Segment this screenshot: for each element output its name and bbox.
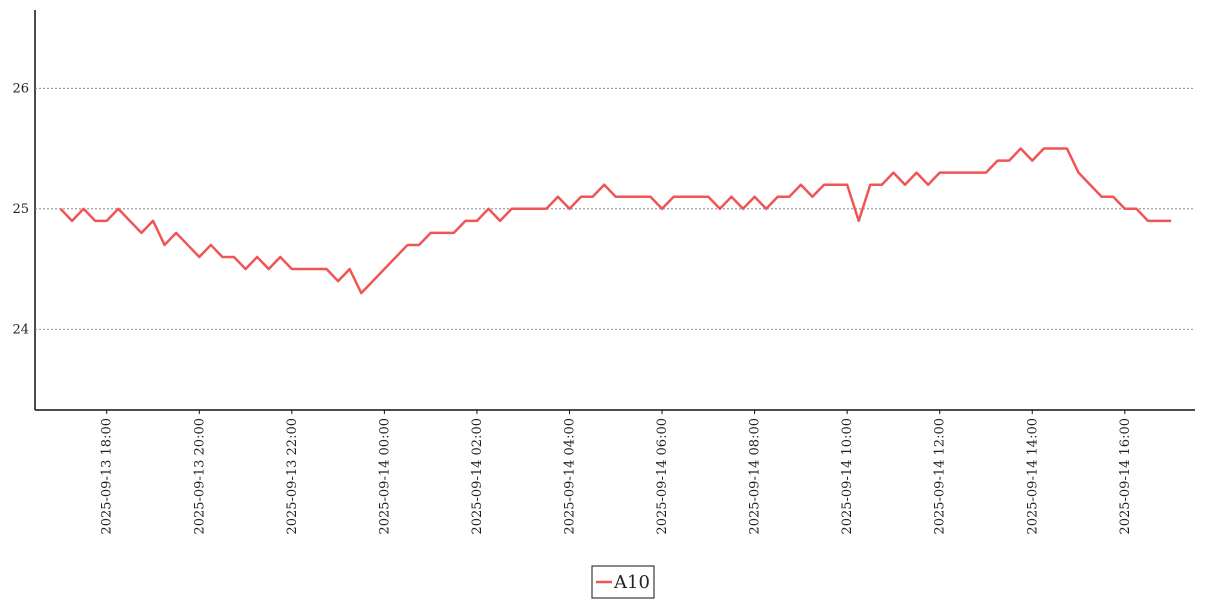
x-tick-label: 2025-09-13 22:00 xyxy=(285,418,300,535)
y-tick-label: 24 xyxy=(12,322,29,337)
x-tick-label: 2025-09-14 00:00 xyxy=(377,418,392,535)
x-tick-label: 2025-09-14 06:00 xyxy=(655,418,670,535)
x-tick-label: 2025-09-14 14:00 xyxy=(1025,418,1040,535)
legend-label: A10 xyxy=(613,572,650,593)
data-line xyxy=(59,147,1172,295)
y-tick-label: 25 xyxy=(12,202,29,217)
x-tick-label: 2025-09-14 04:00 xyxy=(562,418,577,535)
x-tick-label: 2025-09-14 08:00 xyxy=(748,418,763,535)
x-tick-label: 2025-09-14 16:00 xyxy=(1118,418,1133,535)
x-tick-label: 2025-09-14 12:00 xyxy=(933,418,948,535)
legend: A10 xyxy=(591,565,655,599)
x-tick-label: 2025-09-14 10:00 xyxy=(840,418,855,535)
x-tick-label: 2025-09-14 02:00 xyxy=(470,418,485,535)
x-tick-label: 2025-09-13 20:00 xyxy=(192,418,207,535)
y-tick-label: 26 xyxy=(12,81,29,96)
x-tick-label: 2025-09-13 18:00 xyxy=(100,418,115,535)
